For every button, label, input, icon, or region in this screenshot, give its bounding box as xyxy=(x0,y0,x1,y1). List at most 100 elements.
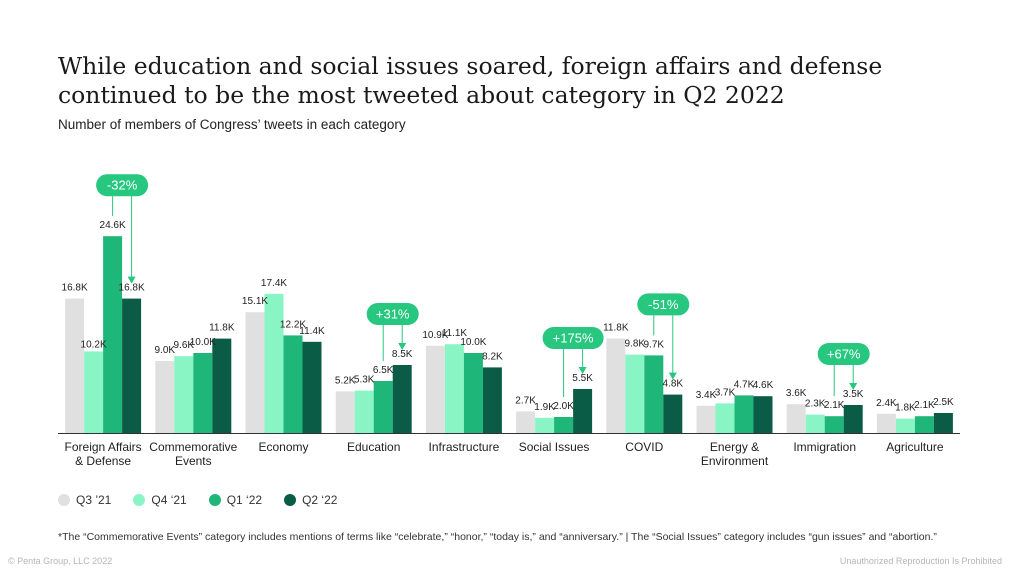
data-label: 8.2K xyxy=(482,351,503,362)
data-label: 5.5K xyxy=(572,373,593,384)
category-label: Environment xyxy=(701,454,769,468)
data-label: 10.0K xyxy=(190,337,216,348)
bar-0-2 xyxy=(103,236,123,433)
bar-9-3 xyxy=(933,413,953,433)
bar-4-2 xyxy=(463,353,483,433)
arrow-head-icon xyxy=(849,383,858,390)
bar-1-1 xyxy=(174,356,194,433)
data-label: 3.4K xyxy=(696,390,717,401)
bar-5-3 xyxy=(573,389,593,433)
bar-0-1 xyxy=(84,351,104,433)
bar-4-0 xyxy=(425,345,445,433)
change-badge-label: -32% xyxy=(107,178,138,193)
data-label: 9.7K xyxy=(644,339,665,350)
bar-8-0 xyxy=(786,404,806,433)
data-label: 24.6K xyxy=(100,220,126,231)
data-label: 1.9K xyxy=(534,402,555,413)
bar-3-0 xyxy=(335,391,355,433)
arrow-head-icon xyxy=(668,372,677,380)
category-label: Social Issues xyxy=(519,440,590,454)
reproduction-notice: Unauthorized Reproduction Is Prohibited xyxy=(839,556,1002,566)
bar-3-2 xyxy=(373,381,393,433)
bar-6-0 xyxy=(606,338,626,433)
category-label: Immigration xyxy=(793,440,856,454)
legend-item-q2-22: Q2 ‘22 xyxy=(284,493,337,507)
category-label: Events xyxy=(175,454,212,468)
category-label: Infrastructure xyxy=(429,440,500,454)
bar-1-2 xyxy=(193,353,213,433)
data-label: 6.5K xyxy=(373,365,394,376)
category-label: & Defense xyxy=(75,454,131,468)
legend-item-q1-22: Q1 ‘22 xyxy=(208,493,263,507)
legend-dot-icon xyxy=(208,494,221,506)
bar-chart: Foreign Affairs& Defense CommemorativeEve… xyxy=(58,174,960,468)
legend-dot-icon xyxy=(284,494,297,506)
legend-dot-icon xyxy=(58,494,70,506)
bar-7-3 xyxy=(753,396,773,433)
bar-2-3 xyxy=(302,341,322,433)
data-label: 1.8K xyxy=(895,403,916,414)
bar-2-2 xyxy=(283,335,303,433)
category-label: Education xyxy=(347,440,400,454)
change-badge xyxy=(366,303,419,325)
change-badge-label: +175% xyxy=(553,331,594,346)
arrow-head-icon xyxy=(398,343,407,350)
bar-8-1 xyxy=(805,414,825,433)
data-label: 8.5K xyxy=(392,349,413,360)
bar-6-1 xyxy=(625,354,645,433)
data-label: 3.6K xyxy=(786,388,807,399)
change-badge xyxy=(542,327,604,349)
data-label: 4.8K xyxy=(663,379,684,390)
bar-2-1 xyxy=(264,293,284,433)
category-label: Energy & xyxy=(710,440,759,454)
footnote: *The “Commemorative Events” category inc… xyxy=(58,531,937,543)
arrow-head-icon xyxy=(578,367,587,374)
bar-0-3 xyxy=(122,298,142,433)
bar-2-0 xyxy=(245,312,265,433)
bar-3-1 xyxy=(354,390,374,433)
legend-item-q3-21: Q3 ’21 xyxy=(58,493,111,507)
copyright-text: © Penta Group, LLC 2022 xyxy=(8,556,113,566)
data-label: 9.0K xyxy=(155,345,176,356)
change-badge xyxy=(817,343,870,365)
data-label: 10.9K xyxy=(422,330,448,341)
chart-title: While education and social issues soared… xyxy=(58,52,883,109)
data-label: 3.7K xyxy=(715,387,736,398)
category-label: Economy xyxy=(258,440,308,454)
change-badge xyxy=(637,293,690,316)
bar-1-0 xyxy=(155,361,175,433)
data-label: 2.5K xyxy=(933,397,954,408)
bar-0-0 xyxy=(65,298,85,433)
chart-subtitle: Number of members of Congress’ tweets in… xyxy=(58,117,406,132)
data-label: 2.1K xyxy=(914,400,935,411)
data-label: 2.4K xyxy=(876,398,897,409)
bar-1-3 xyxy=(212,338,232,433)
bar-6-3 xyxy=(663,394,683,433)
change-badge xyxy=(96,174,149,197)
data-label: 2.0K xyxy=(553,401,574,412)
bar-4-1 xyxy=(444,344,464,433)
bar-8-3 xyxy=(843,405,863,433)
chart-legend: Q3 ’21 Q4 ‘21 Q1 ‘22 Q2 ‘22 xyxy=(58,493,337,507)
data-label: 10.2K xyxy=(81,339,107,350)
data-label: 11.8K xyxy=(209,323,235,334)
data-label: 5.3K xyxy=(354,375,375,386)
bar-8-2 xyxy=(824,416,844,433)
legend-label: Q3 ’21 xyxy=(76,493,112,507)
legend-label: Q1 ‘22 xyxy=(226,493,263,507)
data-label: 16.8K xyxy=(62,283,88,294)
bar-5-2 xyxy=(554,417,574,433)
bar-9-2 xyxy=(914,416,934,433)
legend-label: Q2 ‘22 xyxy=(302,493,338,507)
data-label: 11.1K xyxy=(442,328,468,339)
data-label: 4.7K xyxy=(734,379,755,390)
change-badge-label: +67% xyxy=(827,347,861,362)
data-label: 3.5K xyxy=(843,389,864,400)
legend-item-q4-21: Q4 ‘21 xyxy=(133,493,187,507)
change-badge-label: +31% xyxy=(376,307,410,322)
bar-5-0 xyxy=(516,411,536,433)
data-label: 17.4K xyxy=(261,278,287,289)
data-label: 11.8K xyxy=(603,323,629,334)
bar-5-1 xyxy=(535,417,555,433)
change-badge-label: -51% xyxy=(648,297,679,312)
